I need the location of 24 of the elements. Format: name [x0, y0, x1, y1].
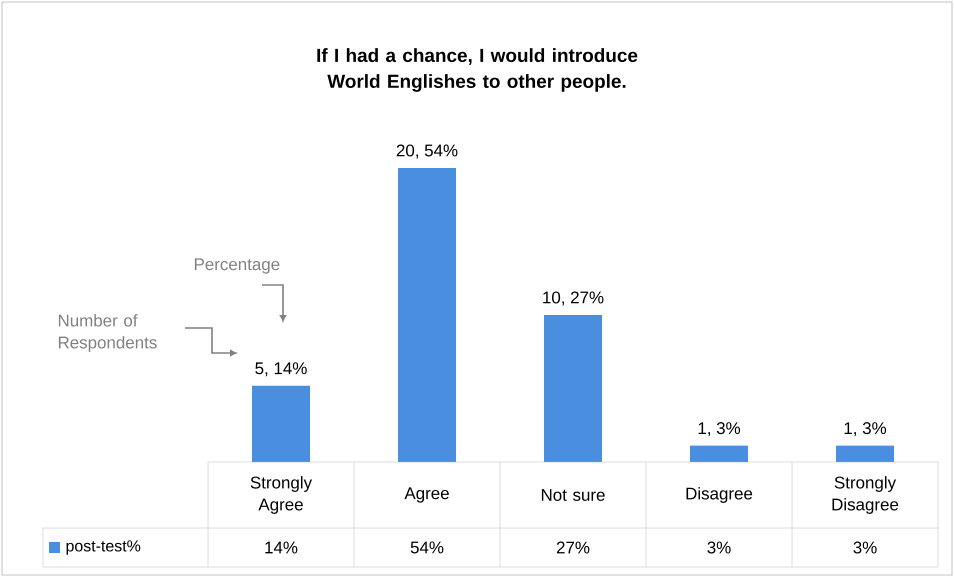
x-tick-label: Agree	[404, 487, 449, 503]
x-tick-label: Strongly Agree	[250, 476, 312, 514]
chart-title: If I had a chance, I would introduce World Englishes to other people.	[317, 48, 638, 92]
bar	[836, 446, 894, 462]
data-label: 10, 27%	[543, 291, 604, 306]
text: 3%	[853, 542, 877, 554]
text: 14%	[265, 542, 298, 554]
text: Number of Respondents	[58, 314, 157, 352]
data-label: 20, 54%	[396, 144, 458, 158]
data-label: 1, 3%	[698, 422, 740, 436]
bar	[398, 168, 456, 462]
x-tick-label: Disagree	[686, 487, 752, 503]
bar	[544, 314, 602, 462]
text: 3%	[707, 542, 731, 554]
bar	[690, 446, 748, 462]
data-label: 1, 3%	[844, 422, 886, 436]
bar	[252, 386, 310, 462]
x-tick-label: Strongly Disagree	[832, 476, 898, 514]
annotation: Percentage	[194, 258, 280, 274]
x-tick-label: Not sure	[542, 489, 605, 501]
data-label: 5, 14%	[255, 362, 307, 376]
text: 54%	[410, 542, 444, 554]
text: 27%	[556, 542, 590, 554]
legend-label: post-test%	[66, 540, 140, 555]
